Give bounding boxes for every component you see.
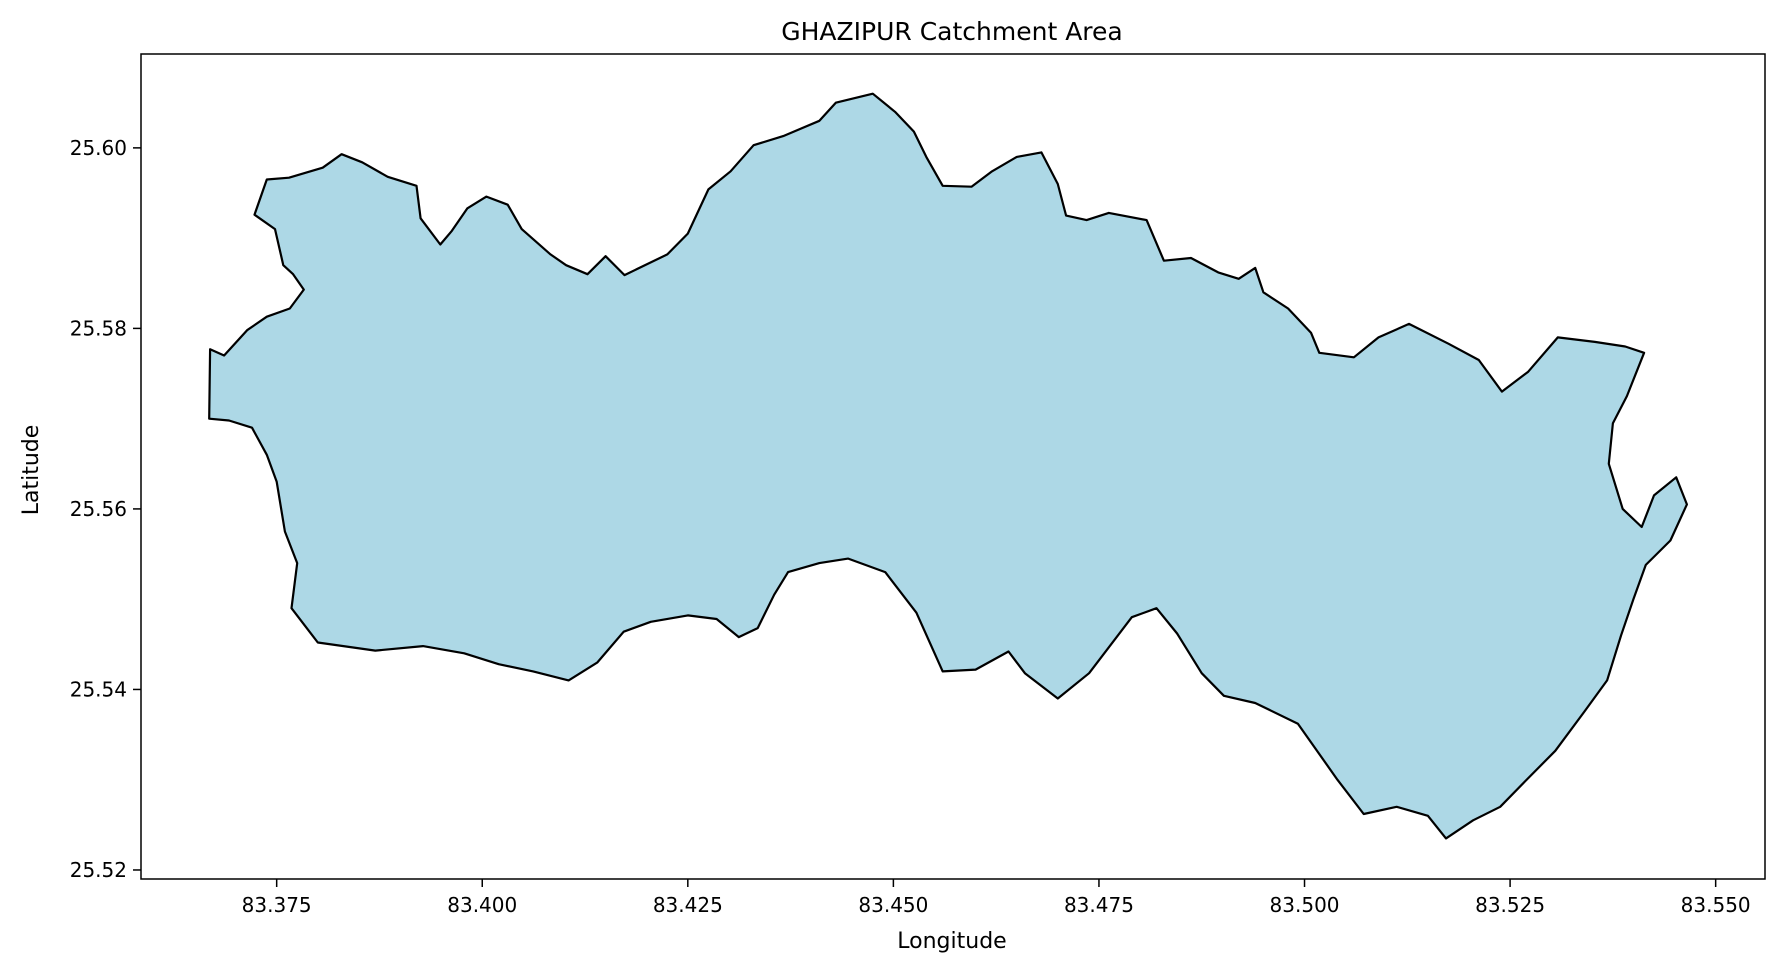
x-tick-label: 83.475 (1064, 893, 1134, 917)
chart-title: GHAZIPUR Catchment Area (781, 17, 1123, 46)
x-tick-label: 83.425 (653, 893, 723, 917)
x-tick-label: 83.375 (242, 893, 312, 917)
x-tick-label: 83.525 (1475, 893, 1545, 917)
x-tick-label: 83.500 (1270, 893, 1340, 917)
x-tick-label: 83.550 (1681, 893, 1751, 917)
y-tick-label: 25.52 (70, 858, 127, 882)
plot-area (140, 53, 1766, 880)
x-tick-label: 83.400 (447, 893, 517, 917)
y-tick-label: 25.60 (70, 136, 127, 160)
x-axis-ticks: 83.375 83.400 83.425 83.450 83.475 83.500 83.5… (242, 879, 1751, 917)
y-tick-label: 25.56 (70, 497, 127, 521)
y-tick-label: 25.54 (70, 677, 127, 701)
x-tick-label: 83.450 (858, 893, 928, 917)
y-axis-label: Latitude (19, 425, 44, 516)
catchment-region (208, 92, 1688, 840)
axes-frame (140, 53, 1766, 880)
y-axis-ticks: 25.52 25.54 25.56 25.58 25.60 (70, 136, 141, 882)
y-tick-label: 25.58 (70, 316, 127, 340)
x-axis-label: Longitude (897, 929, 1006, 954)
